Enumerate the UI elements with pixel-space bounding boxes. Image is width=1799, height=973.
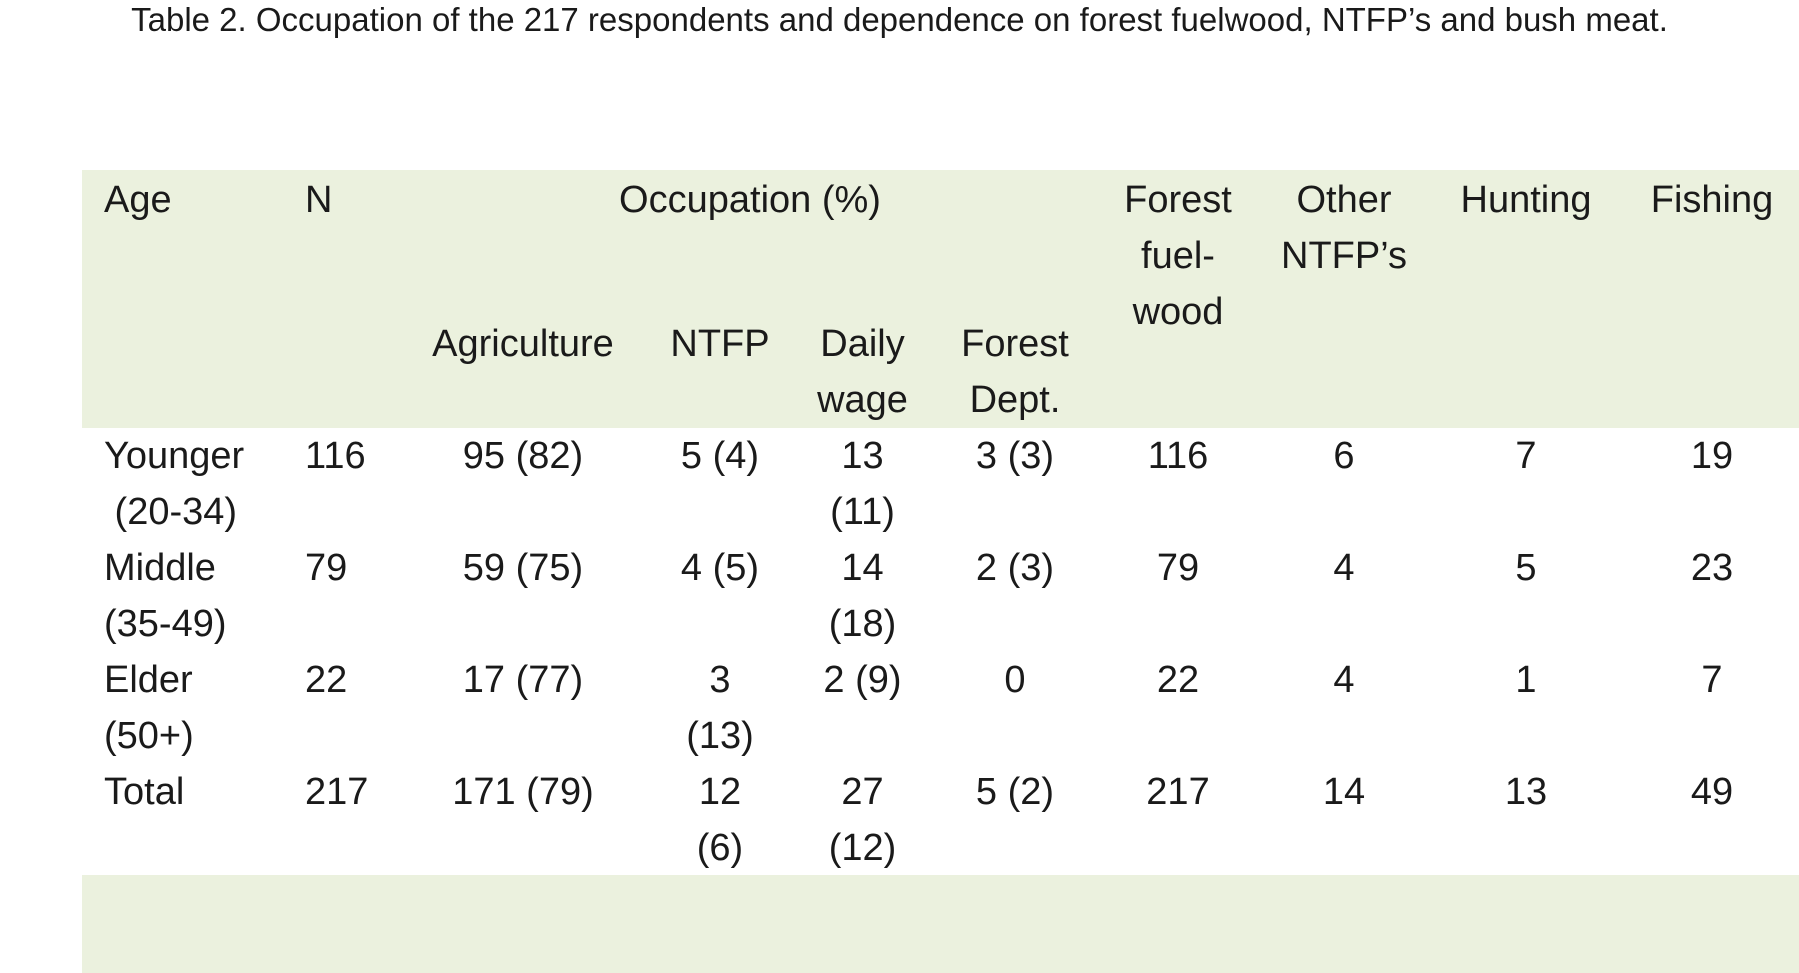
row-3-ntfp-2: (13) xyxy=(686,715,754,757)
subheader-daily-wage-1: Daily xyxy=(820,323,905,365)
row-4-n: 217 xyxy=(305,771,369,813)
header-n: N xyxy=(305,179,333,221)
header-other-ntfps-2: NTFP’s xyxy=(1281,235,1407,277)
subheader-agriculture: Agriculture xyxy=(432,323,614,365)
row-2-ntfp-1: 4 (5) xyxy=(680,547,760,589)
row-1-ntfp-1: 5 (4) xyxy=(680,435,760,477)
row-1-hunting: 7 xyxy=(1515,435,1537,477)
row-2-n: 79 xyxy=(305,547,348,589)
row-2-age-2: (35-49) xyxy=(104,603,227,645)
row-1-agriculture: 95 (82) xyxy=(462,435,584,477)
row-2-agriculture: 59 (75) xyxy=(462,547,584,589)
row-1-age-1: Younger xyxy=(104,435,245,477)
row-3-n: 22 xyxy=(305,659,348,701)
row-3-agriculture: 17 (77) xyxy=(462,659,584,701)
table-caption: Table 2. Occupation of the 217 responden… xyxy=(131,1,1668,38)
row-4-age-1: Total xyxy=(104,771,185,813)
row-4-daily-wage-2: (12) xyxy=(828,827,897,869)
row-4-fishing: 49 xyxy=(1690,771,1734,813)
row-3-ntfp-1: 3 xyxy=(709,659,731,701)
row-1-n: 116 xyxy=(305,435,366,477)
header-other-ntfps-1: Other xyxy=(1296,179,1392,221)
row-2-daily-wage-2: (18) xyxy=(828,603,897,645)
header-fishing: Fishing xyxy=(1650,179,1774,221)
row-1-forest-fuelwood: 116 xyxy=(1147,435,1209,477)
row-4-daily-wage-1: 27 xyxy=(841,771,884,813)
header-band xyxy=(82,170,1799,428)
row-2-forest-dept: 2 (3) xyxy=(975,547,1055,589)
header-forest-fuelwood-3: wood xyxy=(1132,291,1224,333)
row-3-age-2: (50+) xyxy=(104,715,194,757)
subheader-daily-wage-2: wage xyxy=(817,379,908,421)
subheader-forest-dept-1: Forest xyxy=(961,323,1069,365)
header-occupation: Occupation (%) xyxy=(619,179,881,221)
row-2-age-1: Middle xyxy=(104,547,216,589)
row-4-ntfp-2: (6) xyxy=(696,827,744,869)
row-3-hunting: 1 xyxy=(1515,659,1537,701)
row-1-daily-wage-1: 13 xyxy=(841,435,884,477)
header-forest-fuelwood-2: fuel- xyxy=(1141,235,1215,277)
subheader-forest-dept-2: Dept. xyxy=(969,379,1061,421)
row-2-other-ntfps: 4 xyxy=(1333,547,1355,589)
row-3-other-ntfps: 4 xyxy=(1333,659,1355,701)
row-1-age-2: (20-34) xyxy=(104,491,238,533)
row-2-daily-wage-1: 14 xyxy=(841,547,884,589)
row-1-daily-wage-2: (11) xyxy=(830,491,895,533)
row-4-forest-fuelwood: 217 xyxy=(1146,771,1210,813)
row-4-other-ntfps: 14 xyxy=(1322,771,1366,813)
footer-band xyxy=(82,875,1799,973)
row-4-forest-dept: 5 (2) xyxy=(975,771,1055,813)
row-3-age-1: Elder xyxy=(104,659,193,701)
header-hunting: Hunting xyxy=(1460,179,1592,221)
row-1-other-ntfps: 6 xyxy=(1333,435,1355,477)
row-1-forest-dept: 3 (3) xyxy=(975,435,1055,477)
row-4-agriculture: 171 (79) xyxy=(452,771,594,813)
row-2-forest-fuelwood: 79 xyxy=(1156,547,1200,589)
row-3-forest-fuelwood: 22 xyxy=(1156,659,1200,701)
row-3-fishing: 7 xyxy=(1701,659,1723,701)
row-3-forest-dept: 0 xyxy=(1004,659,1026,701)
row-1-fishing: 19 xyxy=(1690,435,1734,477)
row-2-fishing: 23 xyxy=(1690,547,1734,589)
subheader-ntfp: NTFP xyxy=(670,323,770,365)
header-age: Age xyxy=(104,179,172,221)
header-forest-fuelwood-1: Forest xyxy=(1124,179,1232,221)
row-4-hunting: 13 xyxy=(1504,771,1548,813)
row-2-hunting: 5 xyxy=(1515,547,1537,589)
row-3-daily-wage-1: 2 (9) xyxy=(823,659,902,701)
row-4-ntfp-1: 12 xyxy=(698,771,742,813)
